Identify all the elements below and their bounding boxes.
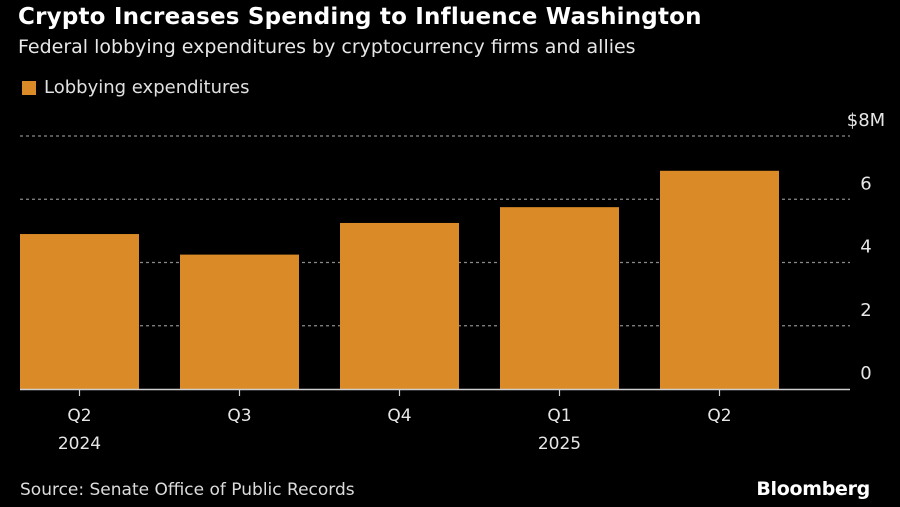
- y-tick-label: $8M: [847, 110, 885, 131]
- bar: [20, 234, 139, 389]
- chart-subtitle: Federal lobbying expenditures by cryptoc…: [18, 36, 636, 58]
- bar: [500, 207, 619, 389]
- source-note: Source: Senate Office of Public Records: [20, 480, 355, 500]
- bar: [180, 254, 299, 389]
- bars: [20, 170, 779, 389]
- legend: Lobbying expenditures: [22, 77, 249, 98]
- legend-swatch: [22, 80, 36, 95]
- bar: [660, 170, 779, 389]
- x-axis-labels: Q2 2024 Q3 Q4 Q1 2025 Q2: [58, 406, 732, 454]
- y-tick-label: 2: [860, 300, 871, 321]
- y-tick-label: 0: [860, 363, 871, 384]
- x-tick-label: Q4: [387, 406, 411, 426]
- y-tick-label: 6: [860, 173, 871, 194]
- x-tick-label: Q2: [707, 406, 731, 426]
- legend-label: Lobbying expenditures: [44, 77, 250, 98]
- x-tick-label: Q1: [547, 406, 571, 426]
- y-tick-label: 4: [860, 237, 871, 258]
- y-axis-labels: 0 2 4 6 $8M: [847, 110, 885, 384]
- x-tick-label: Q2: [67, 406, 91, 426]
- x-tick-year-label: 2025: [538, 434, 581, 454]
- bloomberg-logo: Bloomberg: [756, 478, 870, 500]
- x-tick-year-label: 2024: [58, 434, 101, 454]
- chart-title: Crypto Increases Spending to Influence W…: [18, 4, 702, 30]
- bar: [340, 222, 459, 389]
- x-tick-label: Q3: [227, 406, 251, 426]
- x-axis: [20, 388, 850, 396]
